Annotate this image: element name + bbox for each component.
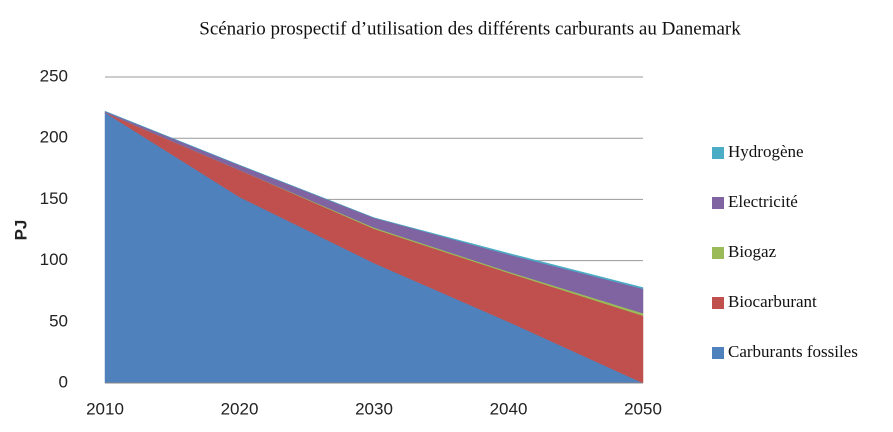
legend-swatch xyxy=(712,197,724,209)
legend-swatch xyxy=(712,147,724,159)
legend-label: Electricité xyxy=(728,192,798,211)
y-tick-label: 50 xyxy=(49,311,68,330)
legend-swatch xyxy=(712,247,724,259)
legend-label: Hydrogène xyxy=(728,142,804,161)
y-tick-label: 100 xyxy=(40,250,68,269)
legend-label: Biogaz xyxy=(728,242,777,261)
legend-label: Biocarburant xyxy=(728,292,817,311)
y-tick-label: 0 xyxy=(59,372,68,391)
chart-title: Scénario prospectif d’utilisation des di… xyxy=(199,18,741,39)
legend-swatch xyxy=(712,347,724,359)
x-tick-label: 2020 xyxy=(221,399,259,418)
x-tick-label: 2040 xyxy=(490,399,528,418)
x-tick-label: 2050 xyxy=(624,399,662,418)
y-tick-label: 250 xyxy=(40,66,68,85)
legend-label: Carburants fossiles xyxy=(728,342,858,361)
x-tick-label: 2010 xyxy=(86,399,124,418)
y-tick-label: 200 xyxy=(40,128,68,147)
area xyxy=(104,111,644,290)
x-tick-label: 2030 xyxy=(355,399,393,418)
y-axis-label: PJ xyxy=(11,220,30,241)
y-tick-label: 150 xyxy=(40,189,68,208)
legend-swatch xyxy=(712,297,724,309)
